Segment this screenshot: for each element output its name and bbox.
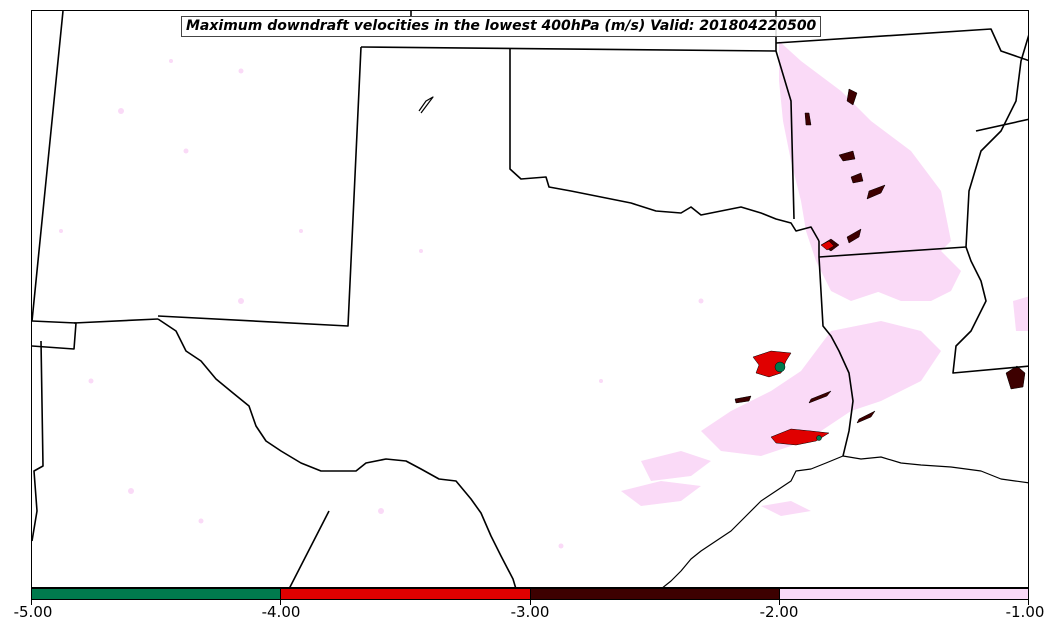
boundary-nm-south xyxy=(73,318,159,324)
dark-cell xyxy=(846,88,858,106)
downdraft-band-la xyxy=(861,251,961,301)
downdraft-band-south xyxy=(641,451,711,481)
boundary-ms-river xyxy=(952,34,1028,374)
red-cell xyxy=(752,350,792,378)
boundary-mexico-interior xyxy=(289,510,330,587)
dark-cell xyxy=(808,390,832,404)
speckle xyxy=(88,378,94,384)
dark-cell xyxy=(850,172,864,184)
dark-cell xyxy=(856,410,876,424)
speckle xyxy=(558,543,564,549)
map-canvas xyxy=(32,11,1028,587)
dark-cell xyxy=(846,228,862,244)
red-cell xyxy=(770,428,830,446)
red-cell xyxy=(820,240,835,251)
downdraft-band-coast xyxy=(621,481,701,506)
colorbar-segment-green xyxy=(32,589,282,599)
green-cell xyxy=(774,361,786,373)
boundary-tx-rio-grande xyxy=(157,318,517,587)
speckle xyxy=(198,518,204,524)
dark-cell xyxy=(838,150,856,162)
boundary-nm-tx-west xyxy=(32,320,77,350)
colorbar-tick xyxy=(31,600,32,605)
colorbar-segment-darkred xyxy=(530,589,780,599)
downdraft-band-gulf xyxy=(761,501,811,516)
boundary-ar-la xyxy=(818,246,967,258)
speckle xyxy=(118,108,124,114)
weak-downdraft-speckles xyxy=(59,59,704,549)
dark-cell xyxy=(734,395,752,404)
boundary-tx-panhandle xyxy=(509,49,820,242)
colorbar xyxy=(31,588,1029,600)
downdraft-band-ms xyxy=(1013,296,1028,331)
dark-red-downdraft-cells xyxy=(734,88,1026,424)
speckle xyxy=(183,148,189,154)
colorbar-tick xyxy=(530,600,531,605)
boundary-mexico-west xyxy=(32,340,44,542)
boundary-nm-east xyxy=(157,46,362,327)
speckle xyxy=(128,488,134,494)
colorbar-tick-label: -3.00 xyxy=(510,603,550,621)
dark-cell xyxy=(804,112,812,126)
map-panel xyxy=(31,10,1029,588)
lake-texoma xyxy=(418,96,434,114)
speckle xyxy=(238,298,244,304)
dark-cell xyxy=(866,184,886,200)
weak-downdraft-areas xyxy=(621,41,1028,516)
colorbar-tick xyxy=(280,600,281,605)
boundary-ks-ok-south xyxy=(360,46,777,52)
boundary-ar-ms xyxy=(975,118,1028,132)
colorbar-tick-label: -4.00 xyxy=(261,603,301,621)
speckle xyxy=(299,229,303,233)
green-downdraft-cells xyxy=(774,361,822,441)
state-boundaries xyxy=(32,11,1028,587)
colorbar-tick-label: -2.00 xyxy=(759,603,799,621)
speckle xyxy=(238,68,244,74)
speckle xyxy=(378,508,384,514)
map-title: Maximum downdraft velocities in the lowe… xyxy=(181,16,822,37)
speckle xyxy=(169,59,173,63)
colorbar-segment-red xyxy=(281,589,531,599)
downdraft-band-southeast xyxy=(701,321,941,456)
speckle xyxy=(59,229,63,233)
gulf-coast xyxy=(842,455,1028,484)
speckle xyxy=(599,379,603,383)
boundary-co-nm-west xyxy=(32,11,64,322)
dark-cell xyxy=(1005,365,1026,390)
colorbar-tick xyxy=(1028,600,1029,605)
green-cell xyxy=(816,435,822,441)
downdraft-band-east xyxy=(779,41,951,301)
boundary-ar-mo xyxy=(775,28,1028,62)
speckle xyxy=(698,298,704,304)
colorbar-tick-label: -1.00 xyxy=(1005,603,1045,621)
colorbar-segment-pink xyxy=(779,589,1028,599)
coastline xyxy=(418,96,1028,587)
colorbar-tick-label: -5.00 xyxy=(13,603,53,621)
speckle xyxy=(419,249,423,253)
boundary-tx-la xyxy=(818,241,854,457)
texas-coast xyxy=(662,455,844,587)
colorbar-tick xyxy=(779,600,780,605)
